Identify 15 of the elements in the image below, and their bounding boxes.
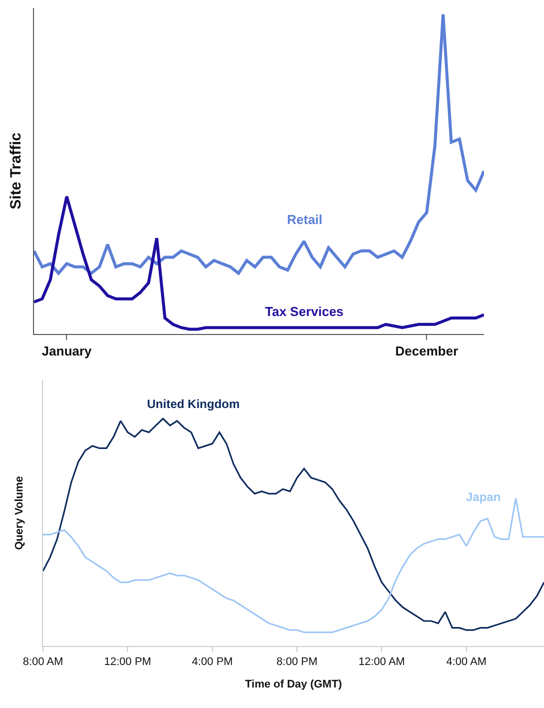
series-label: Japan (466, 490, 501, 504)
y-axis-title: Site Traffic (7, 132, 24, 210)
x-axis-title: Time of Day (GMT) (245, 678, 342, 690)
x-tick-label: 12:00 PM (104, 656, 152, 668)
x-tick-label: 12:00 AM (358, 656, 405, 668)
x-tick-label: 4:00 AM (446, 656, 487, 668)
x-tick-label: 8:00 AM (22, 656, 64, 668)
x-tick-label: January (42, 344, 92, 359)
series-label: United Kingdom (147, 397, 240, 411)
series-label: Tax Services (265, 304, 344, 319)
x-tick-label: 4:00 PM (192, 656, 233, 668)
series-label: Retail (287, 212, 322, 227)
x-tick-label: 8:00 PM (276, 656, 318, 668)
x-tick-label: December (395, 344, 458, 359)
y-axis-title: Query Volume (14, 476, 26, 550)
